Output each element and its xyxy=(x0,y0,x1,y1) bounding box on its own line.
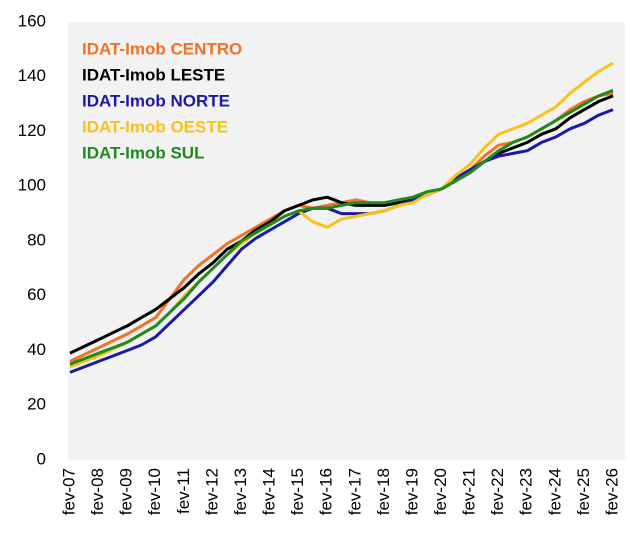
x-tick-label: fev-18 xyxy=(374,468,393,515)
x-tick-label: fev-12 xyxy=(202,468,221,515)
x-tick-label: fev-21 xyxy=(460,468,479,515)
x-tick-label: fev-19 xyxy=(402,468,421,515)
x-tick-label: fev-13 xyxy=(231,468,250,515)
y-tick-label: 40 xyxy=(27,340,46,359)
x-tick-label: fev-23 xyxy=(517,468,536,515)
y-tick-label: 160 xyxy=(18,11,46,30)
y-tick-label: 60 xyxy=(27,285,46,304)
x-tick-label: fev-07 xyxy=(59,468,78,515)
legend-entry: IDAT-Imob SUL xyxy=(82,143,204,162)
x-tick-label: fev-17 xyxy=(345,468,364,515)
x-tick-label: fev-15 xyxy=(288,468,307,515)
x-tick-label: fev-16 xyxy=(317,468,336,515)
series-line xyxy=(69,94,614,355)
series-line xyxy=(69,88,614,366)
legend-entry: IDAT-Imob LESTE xyxy=(82,65,225,84)
plot-area xyxy=(68,22,625,460)
x-tick-label: fev-20 xyxy=(431,468,450,515)
x-tick-label: fev-09 xyxy=(117,468,136,515)
y-tick-label: 120 xyxy=(18,121,46,140)
x-tick-label: fev-11 xyxy=(174,468,193,514)
x-tick-label: fev-25 xyxy=(574,468,593,515)
y-tick-label: 100 xyxy=(18,176,46,195)
x-tick-label: fev-08 xyxy=(88,468,107,515)
x-tick-label: fev-10 xyxy=(145,468,164,515)
y-tick-label: 0 xyxy=(37,449,46,468)
y-tick-label: 80 xyxy=(27,230,46,249)
y-tick-label: 140 xyxy=(18,66,46,85)
series-line xyxy=(69,108,614,374)
legend-entry: IDAT-Imob CENTRO xyxy=(82,39,242,58)
x-tick-label: fev-24 xyxy=(545,468,564,515)
legend-entry: IDAT-Imob OESTE xyxy=(82,117,228,136)
x-tick-label: fev-14 xyxy=(260,468,279,515)
x-tick-label: fev-22 xyxy=(488,468,507,515)
y-tick-label: 20 xyxy=(27,395,46,414)
x-tick-label: fev-26 xyxy=(602,468,621,515)
legend-entry: IDAT-Imob NORTE xyxy=(82,91,230,110)
